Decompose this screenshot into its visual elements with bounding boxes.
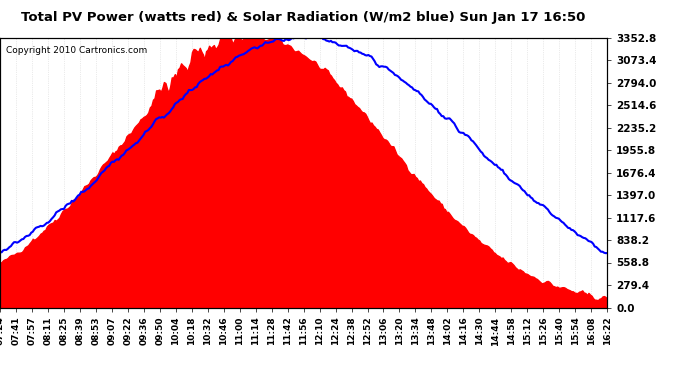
Text: Copyright 2010 Cartronics.com: Copyright 2010 Cartronics.com [6,46,148,55]
Text: Total PV Power (watts red) & Solar Radiation (W/m2 blue) Sun Jan 17 16:50: Total PV Power (watts red) & Solar Radia… [21,11,586,24]
